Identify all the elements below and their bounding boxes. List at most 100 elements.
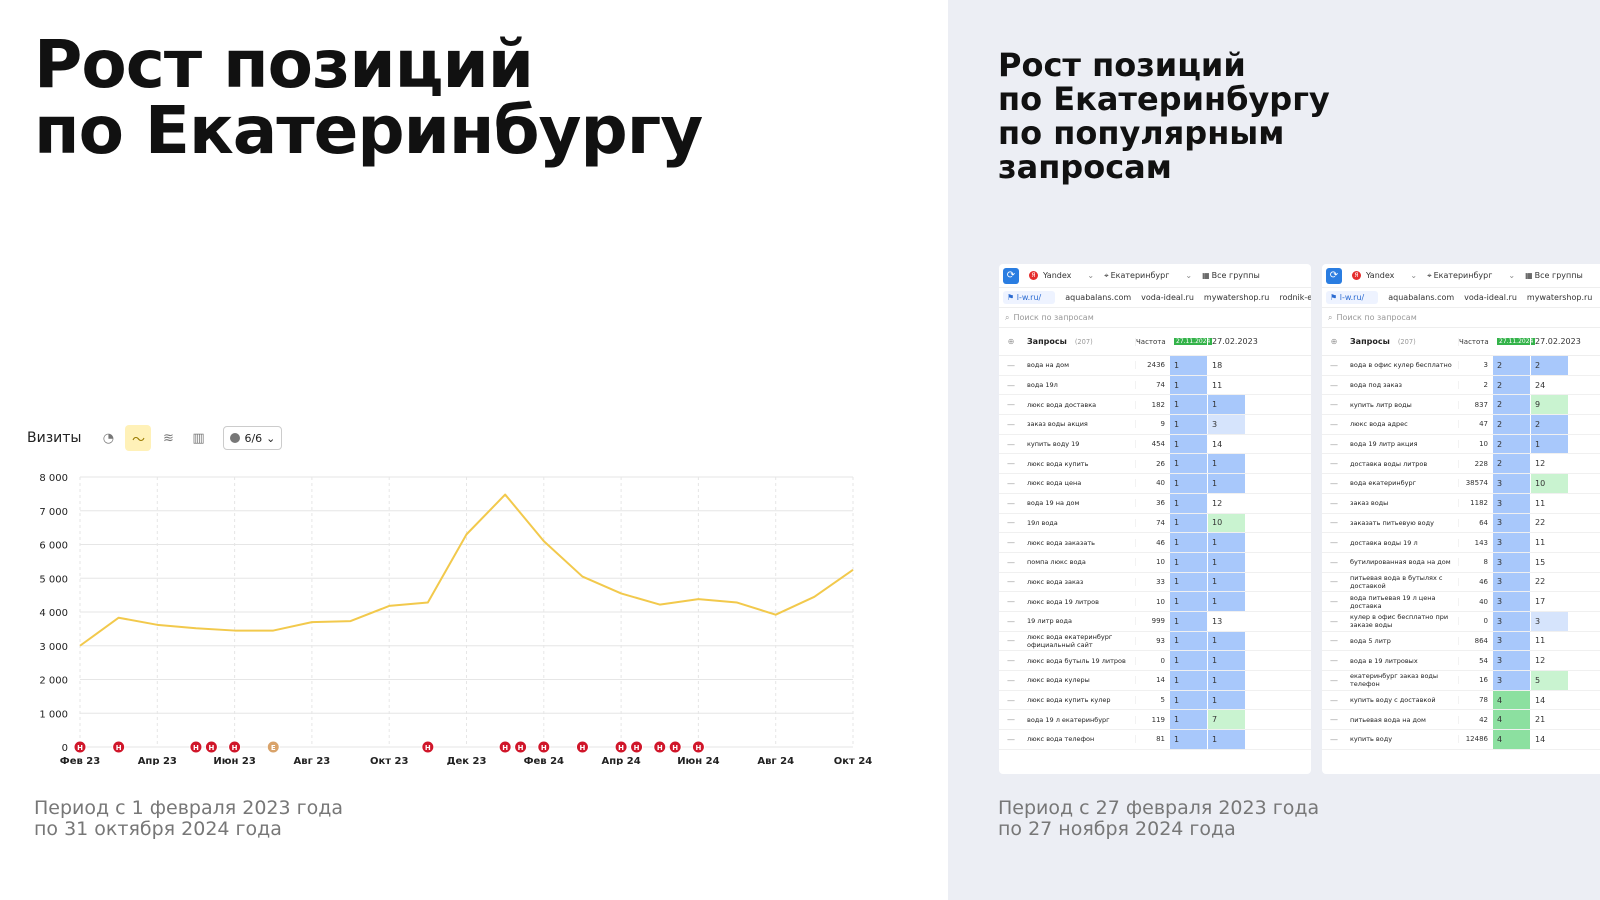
domain-tab-current[interactable]: ⚑ l-w.ru/: [1003, 291, 1056, 304]
row-remove-icon[interactable]: —: [1330, 577, 1338, 587]
date-new-header: 27.11.2024: [1492, 328, 1536, 355]
row-remove-icon[interactable]: —: [1007, 360, 1015, 370]
row-remove-icon[interactable]: —: [1007, 616, 1015, 626]
chevron-down-icon: ⌄: [1410, 271, 1418, 280]
frequency-header[interactable]: Частота: [1135, 337, 1169, 346]
query-text: люкс вода адрес: [1350, 420, 1408, 429]
row-remove-icon[interactable]: —: [1330, 734, 1338, 744]
row-remove-icon[interactable]: —: [1330, 400, 1338, 410]
domain-tab[interactable]: voda-ideal.ru: [1141, 293, 1194, 302]
query-text: заказать питьевую воду: [1350, 518, 1434, 527]
row-remove-icon[interactable]: —: [1330, 439, 1338, 449]
row-remove-icon[interactable]: —: [1007, 478, 1015, 488]
position-old: 12: [1530, 454, 1568, 474]
row-remove-icon[interactable]: —: [1330, 597, 1338, 607]
row-remove-icon[interactable]: —: [1007, 715, 1015, 725]
table-row: — 19 литр вода 999 1 13: [999, 611, 1311, 632]
query-text: доставка воды литров: [1350, 459, 1428, 468]
row-remove-icon[interactable]: —: [1330, 380, 1338, 390]
row-remove-icon[interactable]: —: [1330, 360, 1338, 370]
table-row: — люкс вода заказ 33 1 1: [999, 572, 1311, 593]
event-marker: [514, 740, 528, 754]
row-remove-icon[interactable]: —: [1007, 518, 1015, 528]
search-input[interactable]: ⌕ Поиск по запросам: [1322, 308, 1600, 328]
row-remove-icon[interactable]: —: [1330, 715, 1338, 725]
row-remove-icon[interactable]: —: [1330, 656, 1338, 666]
data-point: [658, 603, 661, 606]
row-remove-icon[interactable]: —: [1330, 419, 1338, 429]
query-frequency: 0: [1458, 617, 1492, 626]
row-remove-icon[interactable]: —: [1007, 577, 1015, 587]
stacked-icon[interactable]: ≋: [163, 430, 174, 446]
row-remove-icon[interactable]: —: [1330, 478, 1338, 488]
query-frequency: 36: [1135, 499, 1169, 508]
row-remove-icon[interactable]: —: [1007, 380, 1015, 390]
x-tick-label: Авг 24: [757, 756, 794, 765]
domain-tab[interactable]: voda-ideal.ru: [1464, 293, 1517, 302]
table-row: — люкс вода бутыль 19 литров 0 1 1: [999, 651, 1311, 671]
domain-tab[interactable]: rodnik-ekb.ru: [1279, 293, 1311, 302]
row-remove-icon[interactable]: —: [1330, 538, 1338, 548]
refresh-icon[interactable]: ⟳: [1326, 267, 1342, 284]
query-frequency: 3: [1458, 361, 1492, 370]
query-text: люкс вода кулеры: [1027, 676, 1090, 685]
row-remove-icon[interactable]: —: [1330, 459, 1338, 469]
search-placeholder: Поиск по запросам: [1013, 313, 1094, 322]
chevron-down-icon: ⌄: [1087, 271, 1095, 280]
table-row: — вода на дом 2436 1 18: [999, 356, 1311, 376]
search-placeholder: Поиск по запросам: [1336, 313, 1417, 322]
region-select[interactable]: ⌖ Екатеринбург ⌄: [1427, 271, 1515, 281]
query-text: люкс вода цена: [1027, 479, 1082, 488]
query-text: люкс вода купить кулер: [1027, 696, 1111, 705]
segments-select[interactable]: 6/6 ⌄: [223, 426, 283, 450]
domain-tab[interactable]: aquabalans.com: [1388, 293, 1455, 302]
position-new: 1: [1169, 375, 1207, 395]
row-remove-icon[interactable]: —: [1007, 400, 1015, 410]
data-point: [542, 540, 545, 543]
row-remove-icon[interactable]: —: [1007, 459, 1015, 469]
row-remove-icon[interactable]: —: [1007, 695, 1015, 705]
query-text: вода в 19 литровых: [1350, 656, 1418, 665]
line-chart-icon[interactable]: 〜: [125, 425, 152, 451]
domain-tab[interactable]: aquabalans.com: [1065, 293, 1132, 302]
region-select[interactable]: ⌖ Екатеринбург ⌄: [1104, 271, 1192, 281]
query-frequency: 64: [1458, 518, 1492, 527]
event-marker: [228, 740, 242, 754]
engine-select[interactable]: Я Yandex ⌄: [1352, 271, 1417, 280]
row-remove-icon[interactable]: —: [1330, 636, 1338, 646]
right-period-line-2: по 27 ноября 2024 года: [998, 818, 1236, 840]
domain-tab[interactable]: mywatershop.ru: [1203, 293, 1270, 302]
row-remove-icon[interactable]: —: [1007, 636, 1015, 646]
pie-icon[interactable]: ◔: [102, 430, 115, 446]
search-input[interactable]: ⌕ Поиск по запросам: [999, 308, 1311, 328]
row-remove-icon[interactable]: —: [1330, 695, 1338, 705]
row-remove-icon[interactable]: —: [1330, 518, 1338, 528]
target-icon[interactable]: ⊕: [1007, 337, 1015, 346]
row-remove-icon[interactable]: —: [1007, 419, 1015, 429]
groups-select[interactable]: ▦ Все группы: [1525, 271, 1583, 280]
engine-select[interactable]: Я Yandex ⌄: [1029, 271, 1094, 280]
row-remove-icon[interactable]: —: [1330, 498, 1338, 508]
row-remove-icon[interactable]: —: [1007, 538, 1015, 548]
row-remove-icon[interactable]: —: [1007, 675, 1015, 685]
frequency-header[interactable]: Частота: [1458, 337, 1492, 346]
row-remove-icon[interactable]: —: [1330, 616, 1338, 626]
refresh-icon[interactable]: ⟳: [1003, 267, 1019, 284]
row-remove-icon[interactable]: —: [1007, 734, 1015, 744]
row-remove-icon[interactable]: —: [1330, 675, 1338, 685]
row-remove-icon[interactable]: —: [1007, 557, 1015, 567]
row-remove-icon[interactable]: —: [1007, 656, 1015, 666]
groups-select[interactable]: ▦ Все группы: [1202, 271, 1260, 280]
domain-tab-current[interactable]: ⚑ l-w.ru/: [1326, 291, 1379, 304]
row-remove-icon[interactable]: —: [1330, 557, 1338, 567]
position-new: 1: [1169, 671, 1207, 690]
row-remove-icon[interactable]: —: [1007, 498, 1015, 508]
data-point: [156, 623, 159, 626]
domain-tab[interactable]: mywatershop.ru: [1526, 293, 1593, 302]
position-new: 1: [1169, 631, 1207, 651]
row-remove-icon[interactable]: —: [1007, 597, 1015, 607]
target-icon[interactable]: ⊕: [1330, 337, 1338, 346]
row-remove-icon[interactable]: —: [1007, 439, 1015, 449]
search-icon: ⌕: [1328, 312, 1333, 322]
bar-icon[interactable]: ▥: [192, 430, 205, 446]
